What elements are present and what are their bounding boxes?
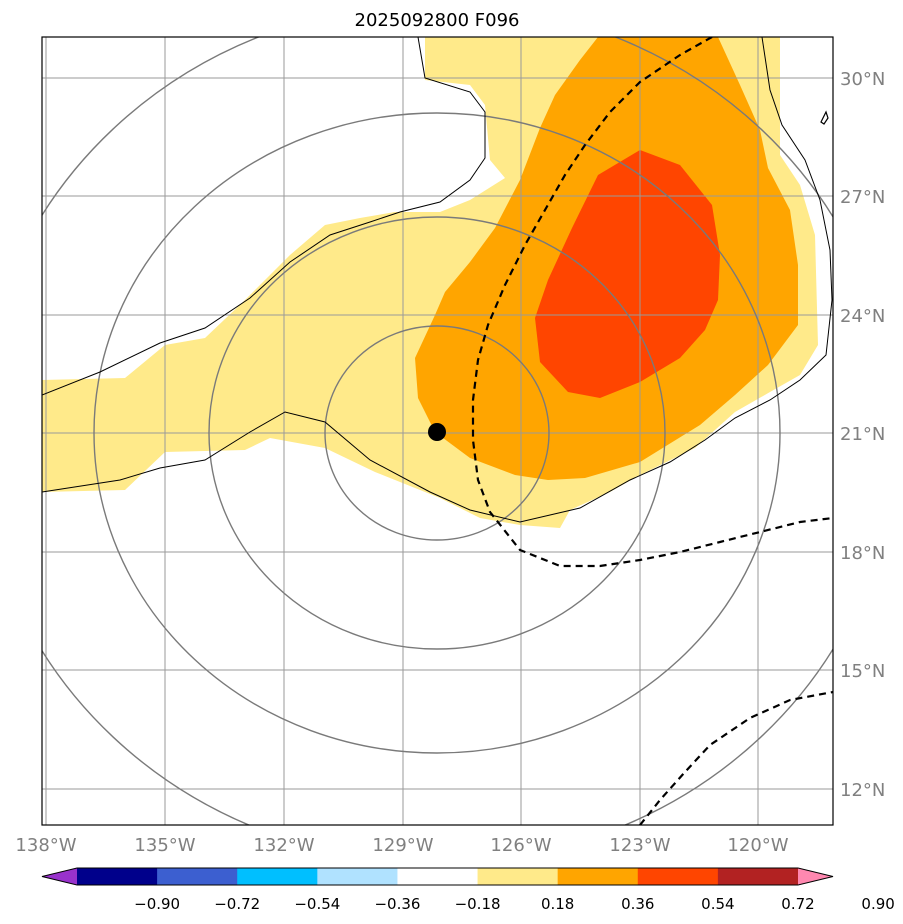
- y-tick-labels: 30°N 27°N 24°N 21°N 18°N 15°N 12°N: [840, 69, 885, 801]
- colorbar-outline: [41, 867, 834, 886]
- storm-center-marker: [428, 423, 446, 441]
- colorbar-labels: −0.90 −0.72 −0.54 −0.36 −0.18 0.18 0.36 0.54 0.7…: [134, 895, 895, 913]
- colorbar-extend-high: [798, 868, 833, 885]
- colorbar-tick-label: 0.72: [781, 895, 814, 913]
- thin-contour: [42, 37, 833, 523]
- colorbar-segment: [637, 868, 719, 885]
- x-tick-label: 123°W: [609, 835, 670, 856]
- chart-title: 2025092800 F096: [355, 10, 520, 31]
- colorbar-tick-label: 0.36: [621, 895, 654, 913]
- colorbar-tick-label: −0.72: [214, 895, 260, 913]
- x-tick-label: 120°W: [727, 835, 788, 856]
- y-tick-label: 27°N: [840, 187, 885, 208]
- colorbar-tick-label: −0.36: [374, 895, 420, 913]
- colorbar-segment: [317, 868, 398, 885]
- colorbar-tick-label: −0.54: [294, 895, 340, 913]
- colorbar: [41, 867, 834, 886]
- colorbar-tick-label: −0.18: [455, 895, 501, 913]
- small-island: [820, 110, 829, 125]
- colorbar-tick-label: −0.90: [134, 895, 180, 913]
- field-0.54-0.72: [535, 150, 720, 398]
- y-tick-label: 21°N: [840, 424, 885, 445]
- colorbar-segment: [477, 868, 559, 885]
- plot-area: [42, 37, 833, 825]
- x-tick-label: 132°W: [253, 835, 314, 856]
- y-tick-label: 24°N: [840, 306, 885, 327]
- y-tick-label: 18°N: [840, 543, 885, 564]
- colorbar-segment: [77, 868, 158, 885]
- x-tick-label: 126°W: [490, 835, 551, 856]
- y-tick-label: 15°N: [840, 661, 885, 682]
- colorbar-segment: [717, 868, 799, 885]
- colorbar-tick-label: 0.54: [701, 895, 734, 913]
- colorbar-segment: [157, 868, 238, 885]
- range-rings: [42, 37, 833, 825]
- colorbar-tick-label: 0.18: [541, 895, 574, 913]
- x-tick-labels: 138°W 135°W 132°W 129°W 126°W 123°W 120°…: [15, 835, 788, 856]
- plot-frame: [41, 36, 834, 826]
- colorbar-segment: [557, 868, 639, 885]
- y-tick-label: 30°N: [840, 69, 885, 90]
- x-tick-label: 135°W: [134, 835, 195, 856]
- dashed-contours: [471, 37, 833, 825]
- colorbar-segment: [397, 868, 479, 885]
- grid-lines: [42, 37, 833, 825]
- y-tick-label: 12°N: [840, 780, 885, 801]
- colorbar-tick-label: 0.90: [861, 895, 894, 913]
- colorbar-segment: [237, 868, 318, 885]
- x-tick-label: 129°W: [372, 835, 433, 856]
- x-tick-label: 138°W: [15, 835, 76, 856]
- colorbar-extend-low: [42, 868, 77, 885]
